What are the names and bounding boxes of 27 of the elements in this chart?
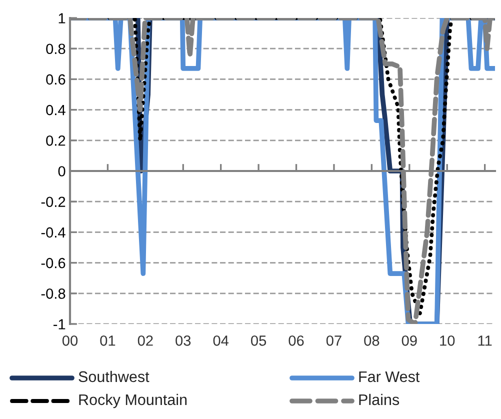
y-tick-label: 0.8 (46, 44, 66, 54)
x-tick-label: 11 (478, 336, 492, 346)
y-tick-label: -0.6 (41, 258, 66, 268)
y-tick-label: 0 (58, 166, 66, 176)
y-tick-label: -0.8 (41, 288, 66, 299)
x-tick-label: 04 (213, 335, 229, 346)
legend-label: Southwest (78, 370, 150, 382)
legend-label: Far West (359, 371, 420, 382)
y-tick-label: 1 (58, 13, 66, 24)
x-tick-label: 02 (138, 335, 153, 346)
x-tick-label: 09 (402, 335, 417, 346)
x-tick-label: 05 (251, 335, 266, 346)
y-tick-label: 0.6 (46, 74, 66, 85)
x-tick-label: 07 (326, 335, 342, 346)
x-tick-label: 00 (62, 335, 78, 346)
x-tick-label: 08 (364, 335, 380, 346)
x-tick-label: 06 (288, 335, 304, 346)
y-tick-label: 0.2 (46, 136, 66, 146)
y-tick-label: 0.4 (46, 104, 66, 116)
x-tick-label: 03 (176, 335, 191, 346)
y-tick-label: -1 (54, 319, 66, 330)
legend-label: Rocky Mountain (79, 394, 187, 408)
x-tick-label: 01 (100, 335, 116, 346)
legend-label: Plains (359, 394, 400, 406)
x-tick-label: 10 (440, 335, 455, 346)
y-tick-label: -0.4 (41, 227, 66, 238)
y-tick-label: -0.2 (41, 196, 66, 208)
